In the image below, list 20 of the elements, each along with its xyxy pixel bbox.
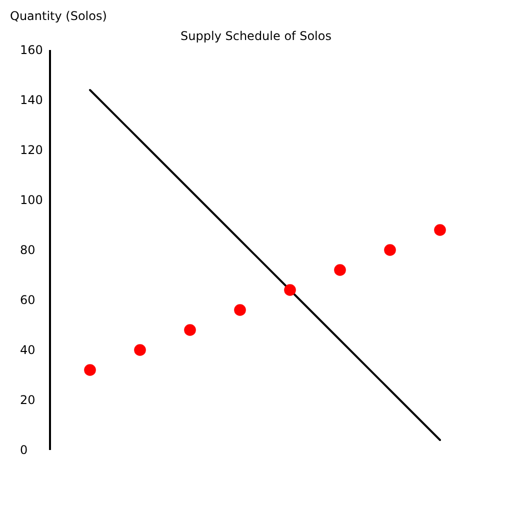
point (184, 324, 196, 336)
point (84, 364, 96, 376)
point (284, 284, 296, 296)
y-tick-label: 100 (20, 193, 43, 207)
y-tick-label: 60 (20, 293, 36, 307)
point (334, 264, 346, 276)
y-tick-label: 80 (20, 243, 36, 257)
line-series (89, 89, 441, 441)
point (384, 244, 396, 256)
y-tick-label: 0 (20, 443, 28, 457)
y-tick-label: 40 (20, 343, 36, 357)
y-axis-title: Quantity (Solos) (10, 8, 107, 24)
y-tick-label: 160 (20, 43, 43, 57)
point (434, 224, 446, 236)
y-tick-label: 20 (20, 393, 36, 407)
chart-title: Supply Schedule of Solos (180, 28, 332, 44)
y-tick-label: 140 (20, 93, 43, 107)
y-tick-label: 120 (20, 143, 43, 157)
point (134, 344, 146, 356)
point (234, 304, 246, 316)
